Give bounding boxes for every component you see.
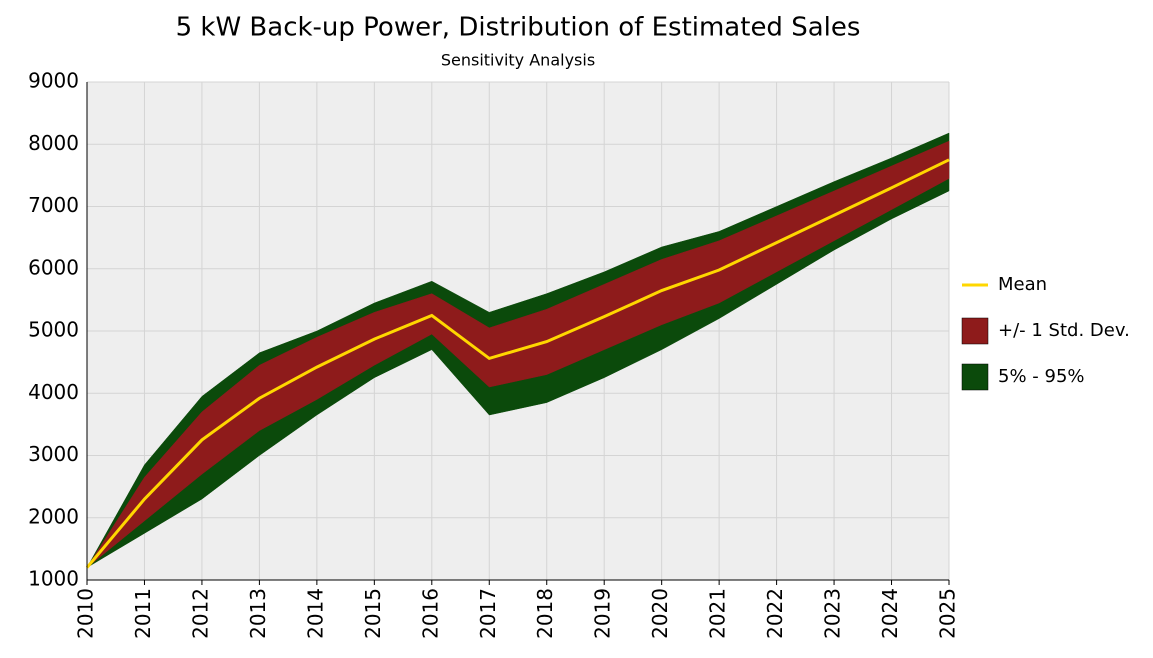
x-tick-label: 2010	[74, 588, 98, 639]
x-tick-label: 2020	[648, 588, 672, 639]
y-tick-label: 7000	[28, 193, 79, 217]
y-tick-label: 6000	[28, 255, 79, 279]
legend-label: 5% - 95%	[998, 366, 1085, 387]
x-tick-label: 2025	[936, 588, 960, 639]
x-tick-label: 2013	[246, 588, 270, 639]
x-tick-label: 2022	[763, 588, 787, 639]
legend-label: +/- 1 Std. Dev.	[998, 320, 1130, 341]
y-tick-label: 3000	[28, 442, 79, 466]
x-tick-label: 2021	[706, 588, 730, 639]
x-tick-label: 2017	[476, 588, 500, 639]
x-tick-label: 2011	[131, 588, 155, 639]
x-tick-label: 2024	[878, 588, 902, 639]
x-tick-label: 2012	[188, 588, 212, 639]
x-tick-label: 2018	[533, 588, 557, 639]
mean-line	[85, 158, 950, 569]
x-tick-label: 2023	[821, 588, 845, 639]
legend-swatch	[961, 317, 989, 345]
y-tick-label: 4000	[28, 380, 79, 404]
legend-swatch	[962, 283, 988, 287]
x-tick-label: 2015	[361, 588, 385, 639]
y-tick-label: 1000	[28, 567, 79, 591]
x-tick-label: 2014	[303, 588, 327, 639]
chart-title: 5 kW Back-up Power, Distribution of Esti…	[176, 13, 861, 43]
chart-subtitle: Sensitivity Analysis	[441, 51, 595, 70]
y-tick-label: 2000	[28, 504, 79, 528]
y-tick-label: 5000	[28, 318, 79, 342]
x-tick-label: 2019	[591, 588, 615, 639]
y-tick-label: 8000	[28, 131, 79, 155]
y-tick-label: 9000	[28, 69, 79, 93]
legend-label: Mean	[998, 274, 1047, 295]
x-tick-label: 2016	[418, 588, 442, 639]
legend-swatch	[961, 363, 989, 391]
